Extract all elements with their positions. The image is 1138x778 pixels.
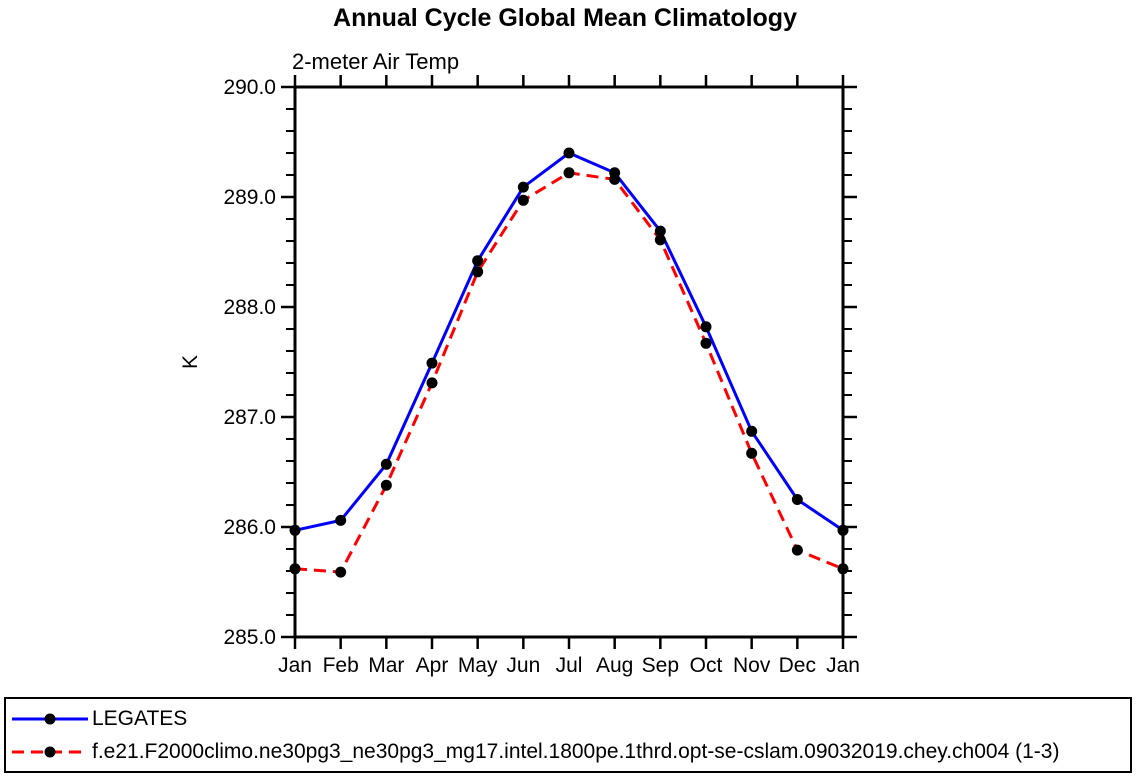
data-point-marker xyxy=(791,544,803,556)
legend-marker-dot-icon xyxy=(44,746,56,757)
y-axis-tick-label: 286.0 xyxy=(223,516,276,539)
y-axis-unit-label: K xyxy=(179,355,202,369)
data-point-marker xyxy=(837,524,849,536)
x-axis-month-label: Mar xyxy=(368,654,404,677)
legend-label-model-run: f.e21.F2000climo.ne30pg3_ne30pg3_mg17.in… xyxy=(92,739,1060,763)
data-point-marker xyxy=(472,266,484,278)
y-axis-tick-label: 288.0 xyxy=(223,296,276,319)
data-point-marker xyxy=(700,321,712,333)
x-axis-month-label: Dec xyxy=(779,654,816,677)
chart-subtitle: 2-meter Air Temp xyxy=(292,49,459,74)
data-point-marker xyxy=(289,524,301,536)
data-point-marker xyxy=(837,563,849,575)
legend-entry-legates: LEGATES xyxy=(6,702,1130,735)
data-point-marker xyxy=(791,494,803,505)
data-point-marker xyxy=(654,225,666,237)
x-axis-month-label: Nov xyxy=(733,654,771,677)
legend-marker-dot-icon xyxy=(44,713,56,724)
data-point-marker xyxy=(746,425,758,437)
series-layer xyxy=(289,147,849,578)
data-point-marker xyxy=(700,337,712,349)
legend-solid-line-marker-icon xyxy=(12,713,88,724)
x-axis-month-label: Aug xyxy=(596,654,633,677)
legend-label-legates: LEGATES xyxy=(92,706,188,730)
data-point-marker xyxy=(289,563,301,575)
y-axis-tick-label: 287.0 xyxy=(223,406,276,429)
y-axis-tick-label: 290.0 xyxy=(223,76,276,99)
legend-dashed-line-marker-icon xyxy=(12,746,88,757)
x-axis-month-label: May xyxy=(458,654,498,677)
annual-cycle-line-chart: Annual Cycle Global Mean Climatology 2-m… xyxy=(179,4,860,677)
data-point-marker xyxy=(335,514,347,526)
x-axis-month-label: Jun xyxy=(506,654,540,677)
chart-title: Annual Cycle Global Mean Climatology xyxy=(333,4,797,32)
x-axis-month-label: Sep xyxy=(642,654,679,677)
x-axis-month-label: Feb xyxy=(323,654,359,677)
data-point-marker xyxy=(426,377,438,389)
data-point-marker xyxy=(563,147,575,159)
axes-layer: 285.0 286.0 287.0 288.0 289.0 290.0 Jan Feb Mar A… xyxy=(223,75,860,677)
data-point-marker xyxy=(426,357,438,369)
y-axis-tick-label: 289.0 xyxy=(223,186,276,209)
legend-box: LEGATES f.e21.F2000climo.ne30pg3_ne30pg3… xyxy=(4,697,1132,773)
data-point-marker xyxy=(380,479,392,491)
x-axis-month-label: Jul xyxy=(556,654,583,677)
data-point-marker xyxy=(335,566,347,578)
data-point-marker xyxy=(654,234,666,246)
series-line-0 xyxy=(294,151,844,532)
x-axis-month-label: Jan xyxy=(826,654,860,677)
data-point-marker xyxy=(746,447,758,459)
data-point-marker xyxy=(472,255,484,267)
series-line-1 xyxy=(294,171,844,574)
x-axis-month-label: Oct xyxy=(690,654,723,677)
plot-frame xyxy=(293,85,845,639)
legend-entry-model-run: f.e21.F2000climo.ne30pg3_ne30pg3_mg17.in… xyxy=(6,735,1130,768)
data-point-marker xyxy=(563,167,575,179)
x-axis-month-label: Apr xyxy=(416,654,449,677)
data-point-marker xyxy=(380,458,392,470)
x-axis-month-label: Jan xyxy=(278,654,312,677)
data-point-marker xyxy=(517,194,529,206)
data-point-marker xyxy=(609,173,621,185)
data-point-marker xyxy=(517,181,529,193)
y-axis-tick-label: 285.0 xyxy=(223,626,276,649)
